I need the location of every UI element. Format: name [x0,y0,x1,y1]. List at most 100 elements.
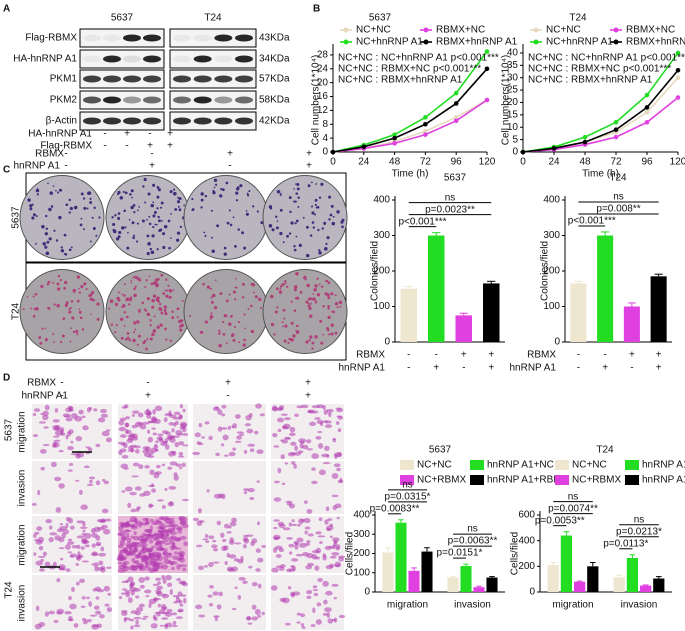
colony [134,276,138,280]
cell [93,562,99,569]
cell [156,436,163,441]
colony [89,197,92,200]
x-tick-label: 120 [479,157,496,168]
colony [247,307,250,310]
annotation: p=0.0315* [385,491,431,502]
panel-label: A [3,4,10,15]
colony [202,282,205,286]
colony [241,282,245,286]
colony [145,279,148,282]
colony [168,295,172,299]
colony [133,275,136,278]
colony [147,192,151,196]
cell [239,433,245,436]
series-line [332,68,488,153]
bar [560,535,573,592]
cell [255,568,261,572]
colony [157,215,160,219]
bar [447,577,459,592]
cell [248,565,253,569]
blot-frame [79,28,165,48]
colony [177,205,180,208]
colony [230,314,233,318]
blot-row-label: β-Actin [46,116,77,127]
cell [163,417,168,423]
legend-label: hnRNP A1+NC [487,460,554,471]
colony [219,194,223,198]
cell [288,543,295,548]
cell [339,477,343,483]
colony [183,204,185,207]
cell [276,417,285,423]
cell [261,544,267,548]
y-tick-label: 15 [507,109,519,120]
bar [650,276,667,342]
cell [137,412,144,418]
cell [148,553,153,557]
cell [273,519,280,522]
colony [307,304,311,308]
cell [127,434,134,438]
x-tick-label: migration [552,600,593,611]
annotation: p=0.0213* [616,526,662,537]
condition-sign: - [148,129,151,140]
colony [130,279,133,282]
cell [182,433,189,436]
cell [317,442,324,449]
colony [326,327,329,330]
blot-frame [169,28,257,48]
cell [324,545,332,551]
colony [293,309,297,312]
colony [237,228,240,231]
blot-band [173,75,191,83]
condition-sign: + [305,378,311,389]
cell [213,493,222,499]
colony [176,315,179,319]
colony [341,225,344,229]
colony [164,327,167,331]
cell [228,451,236,457]
colony [61,334,65,338]
colony [295,271,299,276]
bar [421,551,433,592]
cell [67,469,73,472]
cell [177,550,186,557]
colony [159,308,163,312]
condition-sign: + [602,363,608,374]
cell [335,544,341,549]
point [520,149,526,155]
cell [286,536,293,540]
cell [130,508,137,513]
cell [290,441,297,446]
cell [124,529,132,532]
colony-plate [19,175,105,260]
cell [65,522,69,529]
blot-band [173,96,191,104]
cell [281,482,286,486]
cell [179,603,184,607]
annotation: ns [634,514,645,525]
cell [31,502,37,506]
cell [333,596,337,600]
condition-sign: + [306,161,312,172]
colony [121,226,125,230]
cell [337,452,342,457]
colony [83,206,87,210]
cell [334,453,338,460]
colony [147,242,151,246]
cell [232,447,237,451]
x-tick-label: invasion [454,600,491,611]
cell [217,426,223,432]
cell [166,434,174,440]
condition-sign: - [407,350,410,361]
cell [166,608,173,613]
colony [133,293,137,298]
cell [212,539,217,543]
colony [290,300,293,303]
cell [81,415,86,419]
y-tick-label: 8 [322,119,328,130]
cell [122,547,128,552]
series-line [332,50,488,153]
cell [164,542,170,546]
blot-row-label: PKM1 [50,74,78,85]
